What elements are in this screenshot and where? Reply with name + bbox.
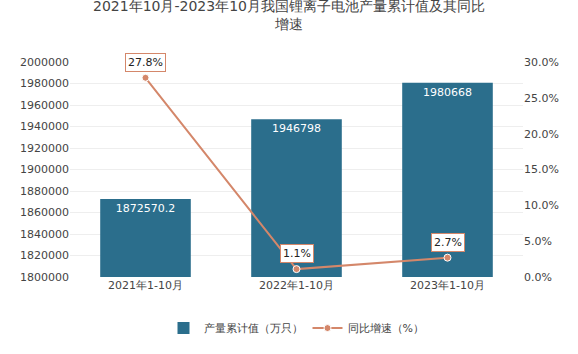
svg-text:2000000: 2000000: [20, 56, 69, 69]
svg-text:产量累计值（万只）: 产量累计值（万只）: [204, 322, 303, 335]
svg-text:1980000: 1980000: [20, 77, 69, 90]
svg-text:1980668: 1980668: [423, 86, 472, 99]
svg-text:2023年1-10月: 2023年1-10月: [410, 279, 485, 292]
svg-text:5.0%: 5.0%: [524, 235, 552, 248]
svg-text:1900000: 1900000: [20, 163, 69, 176]
svg-text:1.1%: 1.1%: [283, 247, 311, 260]
svg-text:1940000: 1940000: [20, 120, 69, 133]
svg-text:10.0%: 10.0%: [524, 199, 559, 212]
svg-text:25.0%: 25.0%: [524, 92, 559, 105]
svg-text:27.8%: 27.8%: [128, 56, 163, 69]
svg-text:1920000: 1920000: [20, 142, 69, 155]
svg-text:2021年10月-2023年10月我国锂离子电池产量累计值及: 2021年10月-2023年10月我国锂离子电池产量累计值及其同比增速: [93, 0, 485, 32]
svg-text:1960000: 1960000: [20, 99, 69, 112]
svg-text:1800000: 1800000: [20, 271, 69, 284]
svg-text:2.7%: 2.7%: [434, 236, 462, 249]
svg-text:1872570.2: 1872570.2: [116, 202, 176, 215]
svg-text:20.0%: 20.0%: [524, 128, 559, 141]
svg-text:1880000: 1880000: [20, 185, 69, 198]
svg-text:2021年1-10月: 2021年1-10月: [108, 279, 183, 292]
svg-text:15.0%: 15.0%: [524, 163, 559, 176]
svg-text:30.0%: 30.0%: [524, 56, 559, 69]
svg-text:同比增速（%）: 同比增速（%）: [348, 322, 424, 335]
svg-text:2022年1-10月: 2022年1-10月: [259, 279, 334, 292]
svg-text:1840000: 1840000: [20, 228, 69, 241]
svg-text:1860000: 1860000: [20, 206, 69, 219]
svg-text:1820000: 1820000: [20, 249, 69, 262]
svg-text:0.0%: 0.0%: [524, 271, 552, 284]
svg-text:1946798: 1946798: [272, 122, 321, 135]
